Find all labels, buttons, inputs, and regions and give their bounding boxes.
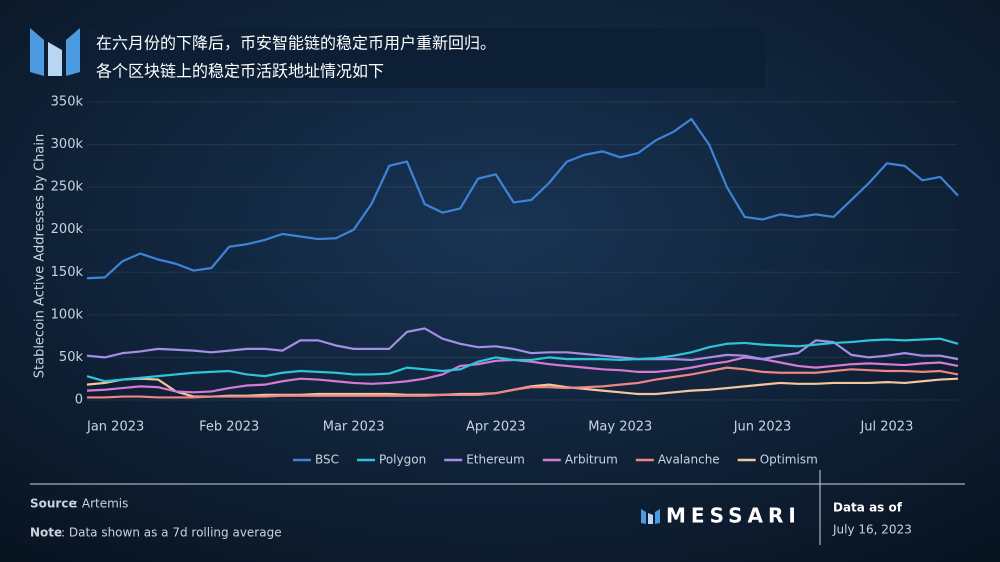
series-line (86, 117, 959, 280)
legend-label: Ethereum (466, 453, 525, 467)
y-tick-label: 250k (51, 180, 84, 195)
logo (30, 28, 80, 76)
y-tick-label: 150k (51, 265, 84, 280)
series-line (87, 366, 959, 399)
x-tick-label: Jan 2023 (86, 420, 144, 435)
date-label: Data as of (833, 501, 903, 515)
legend-label: Optimism (760, 453, 818, 467)
x-tick-label: May 2023 (588, 420, 652, 435)
y-tick-label: 0 (75, 392, 83, 407)
note: : Data shown as a 7d rolling average (61, 526, 282, 540)
x-tick-label: Feb 2023 (199, 420, 259, 435)
header-line: 在六月份的下降后，币安智能链的稳定币用户重新回归。 (96, 34, 496, 53)
y-tick-label: 200k (51, 222, 84, 237)
brand-logo (641, 509, 660, 524)
legend-label: Avalanche (658, 453, 720, 467)
x-tick-label: Jun 2023 (733, 420, 792, 435)
x-tick-label: Mar 2023 (323, 420, 385, 435)
source: : Artemis (74, 497, 128, 511)
y-tick-label: 100k (51, 307, 84, 322)
header-line: 各个区块链上的稳定币活跃地址情况如下 (96, 62, 384, 81)
note-label: Note (30, 526, 62, 540)
series-line (86, 337, 959, 383)
y-tick-label: 50k (59, 350, 84, 365)
series-line (86, 327, 959, 362)
legend-label: Arbitrum (565, 453, 618, 467)
source-label: Source (30, 497, 77, 511)
x-tick-label: Apr 2023 (466, 420, 526, 435)
y-axis-label: Stablecoin Active Addresses by Chain (33, 134, 48, 379)
date: July 16, 2023 (832, 523, 912, 537)
legend-label: BSC (315, 453, 339, 467)
y-tick-label: 350k (51, 95, 84, 110)
x-tick-label: Jul 2023 (859, 420, 913, 435)
brand: MESSARI (666, 504, 801, 528)
legend-label: Polygon (379, 453, 426, 467)
header-box (88, 28, 765, 88)
y-tick-label: 300k (51, 137, 84, 152)
